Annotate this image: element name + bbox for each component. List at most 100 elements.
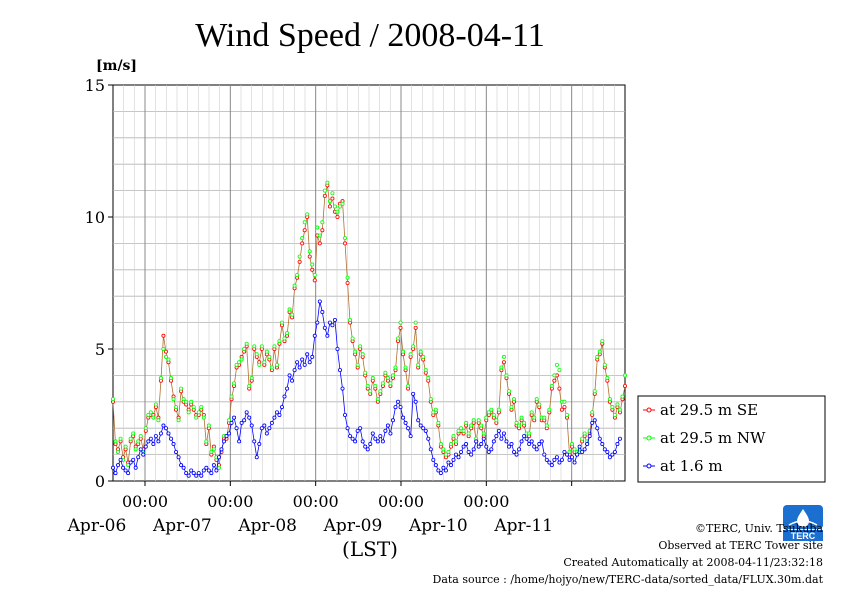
data-point [227, 431, 232, 436]
data-point [564, 452, 569, 457]
data-point [111, 465, 116, 470]
data-point [499, 365, 504, 370]
data-point [302, 220, 307, 225]
data-point [491, 439, 496, 444]
data-point [600, 442, 605, 447]
data-point [358, 426, 363, 431]
data-point [398, 405, 403, 410]
data-point [368, 442, 373, 447]
data-point [332, 317, 337, 322]
data-point [370, 376, 375, 381]
data-point [350, 336, 355, 341]
data-point [559, 457, 564, 462]
data-point [393, 405, 398, 410]
data-point [174, 449, 179, 454]
y-axis-ticks: 0 5 10 15 [85, 76, 113, 491]
data-point [322, 188, 327, 193]
x-day-label: Apr-06 [67, 516, 127, 536]
data-point [232, 381, 237, 386]
data-point [413, 325, 418, 330]
data-point [121, 465, 126, 470]
x-tick-time-label: 00:00 [378, 492, 424, 511]
data-point [517, 447, 522, 452]
data-point [529, 439, 534, 444]
data-point [277, 412, 282, 417]
data-point [330, 191, 335, 196]
data-point [514, 452, 519, 457]
data-point [542, 452, 547, 457]
data-point [406, 383, 411, 388]
terc-logo: TERC [783, 505, 823, 541]
data-point [451, 457, 456, 462]
legend-box [637, 395, 826, 483]
data-point [201, 468, 206, 473]
legend-label: at 29.5 m SE [660, 401, 758, 419]
data-point [544, 423, 549, 428]
data-point [302, 228, 307, 233]
legend: at 29.5 m SE at 29.5 m NW at 1.6 m [637, 395, 826, 483]
data-point [441, 465, 446, 470]
data-point [312, 333, 317, 338]
data-point [340, 386, 345, 391]
data-point [181, 465, 186, 470]
data-point [459, 426, 464, 431]
data-point [169, 436, 174, 441]
data-point [522, 420, 527, 425]
data-point [224, 434, 229, 439]
data-point [199, 405, 204, 410]
data-point [151, 442, 156, 447]
y-axis-unit-label: [m/s] [96, 58, 137, 74]
data-point [494, 434, 499, 439]
data-point [431, 410, 436, 415]
data-point [214, 468, 219, 473]
data-point [552, 457, 557, 462]
data-point [368, 389, 373, 394]
data-point [330, 323, 335, 328]
data-point [196, 471, 201, 476]
data-point [290, 312, 295, 317]
data-point [554, 362, 559, 367]
data-point [320, 220, 325, 225]
y-tick-label: 15 [85, 76, 105, 95]
data-point [128, 436, 133, 441]
data-point [153, 434, 158, 439]
data-point [269, 420, 274, 425]
data-point [237, 360, 242, 365]
data-point [247, 415, 252, 420]
data-point [557, 386, 562, 391]
data-point [136, 455, 141, 460]
data-point [259, 344, 264, 349]
data-point [335, 214, 340, 219]
data-point [383, 370, 388, 375]
data-point [486, 449, 491, 454]
data-point [413, 320, 418, 325]
data-point [111, 397, 116, 402]
data-point [133, 465, 138, 470]
data-point [216, 455, 221, 460]
data-point [345, 280, 350, 285]
data-point [489, 447, 494, 452]
data-point [320, 228, 325, 233]
data-point [158, 431, 163, 436]
legend-label: at 29.5 m NW [660, 429, 766, 447]
data-point [549, 463, 554, 468]
logo-text: TERC [791, 531, 816, 541]
data-point [406, 426, 411, 431]
data-point [287, 373, 292, 378]
data-point [481, 431, 486, 436]
data-point [512, 397, 517, 402]
data-point [504, 373, 509, 378]
x-day-label: Apr-07 [152, 516, 212, 536]
data-point [141, 452, 146, 457]
data-point [312, 278, 317, 283]
data-point [436, 468, 441, 473]
data-point [146, 439, 151, 444]
data-point [315, 320, 320, 325]
data-point [436, 420, 441, 425]
data-point [295, 360, 300, 365]
created-timestamp-text: Created Automatically at 2008-04-11/23:3… [563, 556, 823, 569]
observed-site-text: Observed at TERC Tower site [658, 539, 823, 552]
data-point [426, 436, 431, 441]
data-point [221, 439, 226, 444]
data-point [181, 397, 186, 402]
